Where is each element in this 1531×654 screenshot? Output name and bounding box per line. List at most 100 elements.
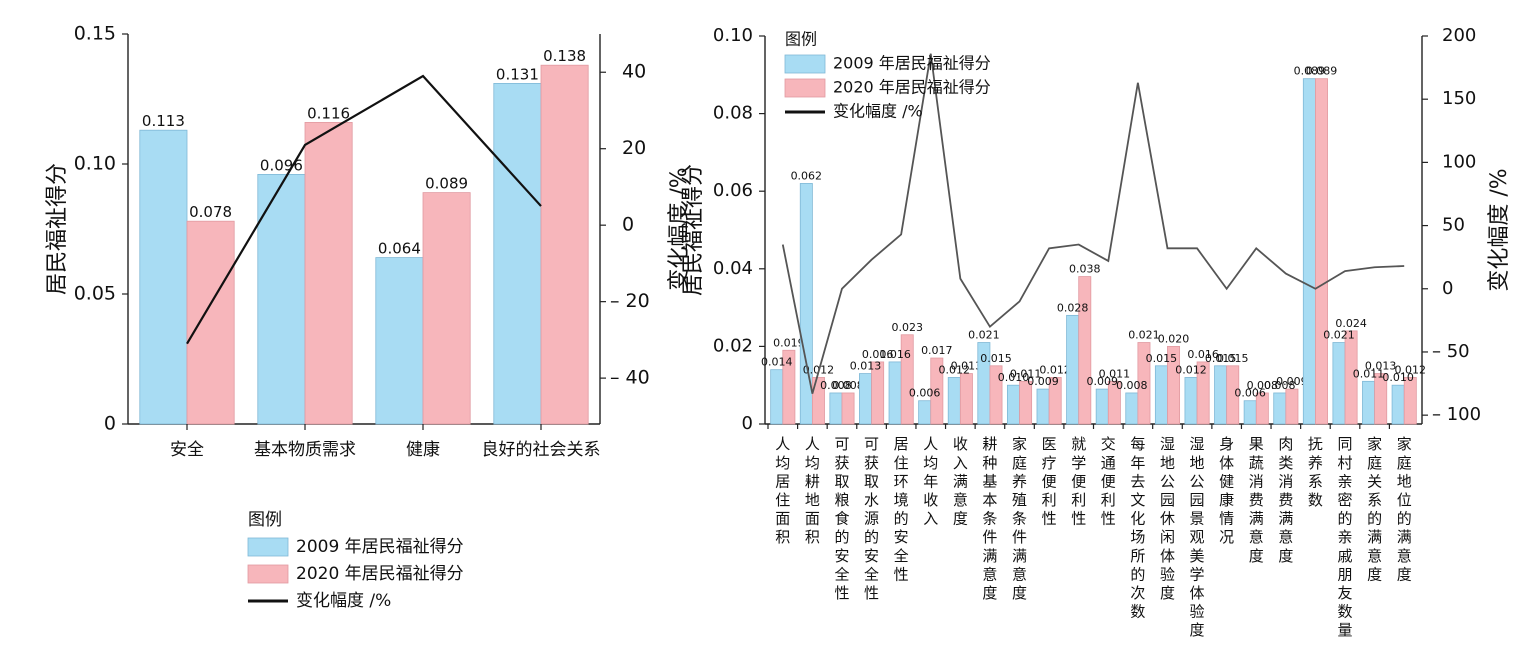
right-data-label-2009: 0.021 bbox=[1323, 329, 1355, 342]
left-data-label-2009: 0.064 bbox=[378, 240, 421, 258]
right-category-label-char: 养 bbox=[1308, 454, 1323, 472]
right-category-label-char: 基 bbox=[982, 472, 997, 490]
right-data-label-2020: 0.016 bbox=[1187, 348, 1219, 361]
right-category-label-char: 满 bbox=[1367, 528, 1382, 546]
right-category-label-char: 境 bbox=[894, 491, 909, 509]
right-bar-2009 bbox=[1391, 384, 1405, 425]
right-bar-2020 bbox=[1226, 365, 1240, 425]
right-category-label-char: 验 bbox=[1190, 603, 1205, 621]
right-data-label-2009: 0.015 bbox=[1146, 352, 1178, 365]
right-category-label-char: 人 bbox=[775, 435, 790, 453]
right-y2-tick-label: 200 bbox=[1442, 25, 1476, 46]
left-y2-tick-label: 0 bbox=[622, 214, 634, 236]
right-data-label-2009: 0.015 bbox=[1205, 352, 1237, 365]
right-data-label-2020: 0.012 bbox=[1395, 363, 1427, 376]
right-category-label-char: 地 bbox=[805, 491, 820, 509]
right-category-label-char: 性 bbox=[1101, 510, 1116, 528]
right-y2-tick-label: 150 bbox=[1442, 88, 1476, 109]
right-category-label-char: 殖 bbox=[1012, 491, 1027, 509]
right-category-label-char: 况 bbox=[1219, 528, 1234, 546]
right-category-label-char: 便 bbox=[1101, 472, 1116, 490]
right-category-label-char: 种 bbox=[982, 454, 997, 472]
right-data-label-2009: 0.012 bbox=[939, 363, 971, 376]
right-category-label-char: 性 bbox=[834, 584, 849, 602]
left-category-label: 基本物质需求 bbox=[254, 440, 356, 460]
right-y2-tick-label: 50 bbox=[1442, 215, 1465, 236]
right-category-label-char: 住 bbox=[894, 454, 909, 472]
right-category-label-char: 入 bbox=[923, 510, 938, 528]
left-data-label-2020: 0.089 bbox=[425, 175, 468, 193]
right-category-label-char: 满 bbox=[1249, 510, 1264, 528]
right-category-label-char: 可 bbox=[864, 435, 879, 453]
left-legend-label: 2020 年居民福祉得分 bbox=[296, 564, 464, 584]
left-bar-2020 bbox=[422, 192, 471, 425]
right-category-label-char: 的 bbox=[1367, 510, 1382, 528]
right-bar-2009 bbox=[1066, 314, 1080, 425]
right-bar-2020 bbox=[871, 361, 885, 425]
left-y2-tick-label: – 40 bbox=[610, 367, 650, 389]
right-category-label-char: 地 bbox=[1397, 472, 1412, 490]
right-category-label-char: 庭 bbox=[1367, 454, 1382, 472]
right-y-tick-label: 0.04 bbox=[713, 258, 753, 279]
right-bar-2009 bbox=[829, 392, 843, 425]
right-category-label-char: 费 bbox=[1249, 491, 1264, 509]
right-data-label-2009: 0.012 bbox=[1175, 363, 1207, 376]
left-y-tick-label: 0.15 bbox=[74, 23, 116, 45]
right-bar-2020 bbox=[811, 377, 825, 425]
right-category-label-char: 庭 bbox=[1012, 454, 1027, 472]
right-y2-tick-label: – 50 bbox=[1432, 341, 1470, 362]
right-category-label-char: 件 bbox=[982, 528, 997, 546]
right-category-label-char: 景 bbox=[1190, 510, 1205, 528]
right-bar-2020 bbox=[1255, 392, 1269, 425]
right-category-label-char: 家 bbox=[1012, 435, 1027, 453]
right-category-label-char: 居 bbox=[894, 435, 909, 453]
right-category-label-char: 人 bbox=[805, 435, 820, 453]
right-category-label-char: 收 bbox=[953, 435, 968, 453]
right-bar-2009 bbox=[1243, 400, 1257, 425]
right-category-label-char: 公 bbox=[1190, 472, 1205, 490]
right-data-label-2009: 0.010 bbox=[1382, 371, 1414, 384]
right-bar-2020 bbox=[989, 365, 1003, 425]
right-category-label-char: 系 bbox=[1308, 472, 1323, 490]
right-category-label-char: 戚 bbox=[1338, 547, 1353, 565]
right-category-label-char: 满 bbox=[1397, 528, 1412, 546]
right-category-label-char: 满 bbox=[953, 472, 968, 490]
right-data-label-2009: 0.006 bbox=[909, 387, 941, 400]
right-bar-2009 bbox=[859, 373, 872, 425]
right-bar-2020 bbox=[1315, 78, 1328, 425]
right-category-label-char: 性 bbox=[894, 565, 909, 583]
right-category-label-char: 湿 bbox=[1190, 435, 1205, 453]
right-legend-title: 图例 bbox=[785, 30, 817, 49]
right-data-label-2009: 0.016 bbox=[879, 348, 911, 361]
right-category-label-char: 人 bbox=[923, 435, 938, 453]
left-legend-label: 2009 年居民福祉得分 bbox=[296, 537, 464, 557]
right-category-label-char: 类 bbox=[1278, 454, 1293, 472]
right-bar-2020 bbox=[959, 373, 973, 425]
right-category-label-char: 园 bbox=[1160, 491, 1175, 509]
left-y-tick-label: 0.10 bbox=[74, 153, 116, 175]
right-data-label-2020: 0.016 bbox=[862, 348, 894, 361]
right-bar-2009 bbox=[1273, 392, 1287, 425]
right-data-label-2020: 0.023 bbox=[891, 321, 923, 334]
right-data-label-2020: 0.008 bbox=[832, 379, 864, 392]
left-data-label-2020: 0.116 bbox=[307, 104, 350, 122]
right-data-label-2020: 0.013 bbox=[1365, 360, 1397, 373]
right-category-label-char: 安 bbox=[864, 547, 879, 565]
right-category-label-char: 度 bbox=[1367, 565, 1382, 583]
right-category-label-char: 性 bbox=[1042, 510, 1057, 528]
right-category-label-char: 收 bbox=[923, 491, 938, 509]
right-bar-2009 bbox=[1154, 365, 1168, 425]
right-category-label-char: 的 bbox=[1397, 510, 1412, 528]
right-data-label-2009: 0.021 bbox=[968, 329, 1000, 342]
right-category-label-char: 情 bbox=[1219, 510, 1234, 528]
